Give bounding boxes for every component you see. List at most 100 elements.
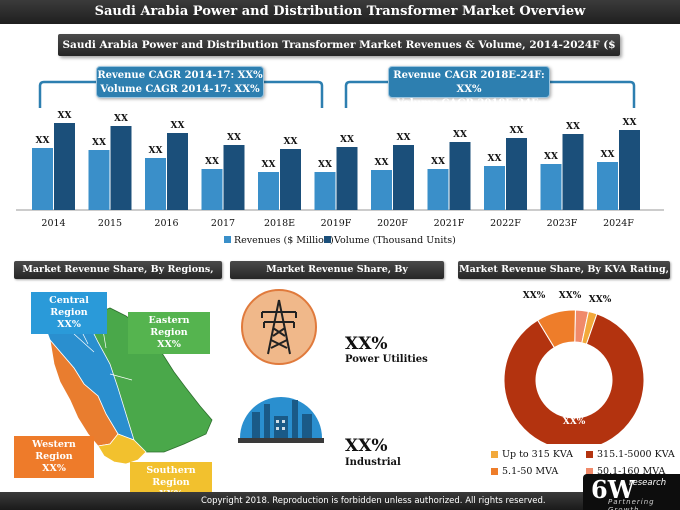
map-southern-region [97,433,147,465]
label-volume-2016: XX [171,121,185,131]
region-western-value: XX% [42,463,66,474]
label-volume-2018E: XX [284,137,298,147]
label-volume-2015: XX [114,114,128,124]
label-revenue-2018E: XX [262,160,276,170]
label-revenue-2024F: XX [601,150,615,160]
legend-swatch-1 [324,236,331,243]
bar-revenue-2018E [258,172,279,210]
revenue-volume-bar-chart: XX XX 2014 XX XX 2015 XX XX 2016 XX XX 2017 XX XX 2018… [16,111,664,246]
label-revenue-2016: XX [149,146,163,156]
cagr-volume-2014-17: Volume CAGR 2014-17: XX% [100,84,260,95]
cagr-revenue-2014-17: Revenue CAGR 2014-17: XX% [97,70,263,81]
region-label-central: Central Region XX% [31,292,107,334]
label-volume-2019F: XX [340,135,354,145]
app-industrial-value: XX% [345,436,388,456]
donut-value-label-3: XX% [589,295,612,305]
bar-volume-2015 [110,126,132,210]
region-central-value: XX% [57,319,81,330]
bar-volume-2021F [449,142,471,210]
x-tick-2022F: 2022F [490,218,521,229]
label-revenue-2014: XX [36,136,50,146]
kva-donut-chart: XX% XX% XX% XX% [503,291,645,444]
legend-up-to-315: Up to 315 KVA [491,449,573,460]
section-head-applications: Market Revenue Share, By Applications, 2… [230,261,444,293]
x-tick-2023F: 2023F [547,218,578,229]
donut-slice-1 [503,313,645,444]
cagr-callout-2014-17: Revenue CAGR 2014-17: XX% Volume CAGR 20… [96,66,264,98]
region-central-name: Central Region [49,295,89,318]
region-label-western: Western Region XX% [14,436,94,478]
bar-revenue-2021F [427,169,449,210]
page-title: Saudi Arabia Power and Distribution Tran… [0,0,680,24]
bar-revenue-2019F [314,172,336,210]
legend-label-0: Revenues ($ Million) [234,235,334,246]
power-tower-icon [241,289,317,365]
cagr-volume-2018-24: Volume CAGR 2018E-24F: XX% [396,98,542,123]
bar-revenue-2020F [371,170,392,210]
label-volume-2017: XX [227,133,241,143]
label-revenue-2020F: XX [375,158,389,168]
label-volume-2024F: XX [623,118,637,128]
bar-volume-2017 [223,145,245,210]
label-revenue-2021F: XX [431,157,445,167]
x-tick-2018E: 2018E [264,218,295,229]
label-volume-2023F: XX [566,122,580,132]
bar-volume-2022F [506,138,527,210]
label-revenue-2023F: XX [544,152,558,162]
bar-volume-2014 [54,123,75,210]
label-revenue-2015: XX [92,138,106,148]
region-western-name: Western Region [32,439,76,462]
donut-value-label-2: XX% [523,291,546,301]
app-industrial-name: Industrial [345,457,401,468]
donut-value-label-1: XX% [563,417,586,427]
chart-subtitle: Saudi Arabia Power and Distribution Tran… [58,34,620,73]
bar-revenue-2023F [540,164,562,210]
label-volume-2014: XX [58,111,72,121]
bar-revenue-2022F [484,166,505,210]
legend-50-160-mva: 50.1-160 MVA [586,466,665,477]
label-volume-2020F: XX [397,133,411,143]
legend-swatch-0 [224,236,231,243]
bar-volume-2023F [562,134,584,210]
brand-logo: 6W research Partnering Growth [583,474,680,510]
bar-volume-2018E [280,149,301,210]
x-tick-2024F: 2024F [603,218,634,229]
factory-icon [238,397,324,443]
section-head-regions: Market Revenue Share, By Regions, 2017 [14,261,222,293]
region-eastern-name: Eastern Region [148,315,190,338]
legend-label-1: Volume (Thousand Units) [333,235,456,246]
saudi-arabia-map [43,307,213,465]
bar-revenue-2017 [201,169,223,210]
cagr-revenue-2018-24: Revenue CAGR 2018E-24F: XX% [393,70,545,95]
label-revenue-2019F: XX [318,160,332,170]
x-tick-2015: 2015 [98,218,122,229]
brand-sub: research [629,478,667,488]
bar-revenue-2015 [88,150,110,210]
app-utilities-name: Power Utilities [345,354,428,365]
cagr-brackets [38,80,636,108]
x-tick-2020F: 2020F [377,218,408,229]
region-label-eastern: Eastern Region XX% [128,312,210,354]
copyright-footer: Copyright 2018. Reproduction is forbidde… [0,492,680,510]
x-tick-2019F: 2019F [321,218,352,229]
region-eastern-value: XX% [157,339,181,350]
label-revenue-2022F: XX [488,154,502,164]
brand-main: 6W [591,475,635,504]
x-tick-2016: 2016 [154,218,178,229]
bar-volume-2016 [167,133,188,210]
legend-315-5000: 315.1-5000 KVA [586,449,675,460]
x-tick-2021F: 2021F [434,218,465,229]
x-tick-2017: 2017 [211,218,235,229]
bar-volume-2020F [393,145,414,210]
x-tick-2014: 2014 [41,218,65,229]
region-southern-name: Southern Region [146,465,196,488]
label-volume-2021F: XX [453,130,467,140]
label-volume-2022F: XX [510,126,524,136]
label-revenue-2017: XX [205,157,219,167]
legend-5-50-mva: 5.1-50 MVA [491,466,558,477]
brand-tagline: Partnering Growth [608,498,655,510]
donut-value-label-0: XX% [559,291,582,301]
bar-revenue-2016 [145,158,166,210]
bar-revenue-2014 [32,148,53,210]
donut-slice-2 [536,309,576,349]
